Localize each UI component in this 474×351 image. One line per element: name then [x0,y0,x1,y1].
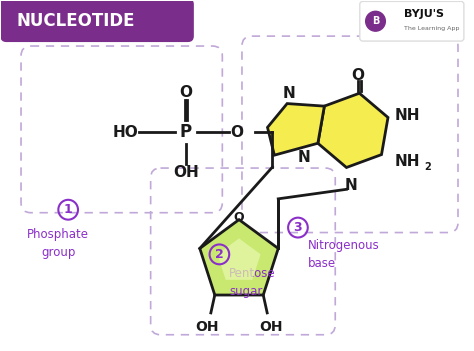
FancyBboxPatch shape [360,1,464,41]
Text: BYJU'S: BYJU'S [404,9,444,19]
Text: Phosphate
group: Phosphate group [27,227,89,259]
Text: 3: 3 [293,221,302,234]
Polygon shape [318,93,388,167]
Text: HO: HO [112,125,138,140]
Text: O: O [351,68,364,83]
Polygon shape [267,104,324,155]
Text: N: N [283,86,295,101]
Text: Nitrogenous
base: Nitrogenous base [308,239,380,271]
Text: N: N [345,178,358,193]
FancyBboxPatch shape [0,0,194,42]
Text: NUCLEOTIDE: NUCLEOTIDE [16,12,135,30]
Text: NH: NH [395,154,420,168]
Text: 1: 1 [64,203,73,216]
Text: 2: 2 [215,248,224,261]
Text: B: B [372,16,379,26]
Text: O: O [180,85,192,100]
Text: P: P [180,123,192,141]
Text: Pentose
sugar: Pentose sugar [229,267,276,298]
Text: NH: NH [395,108,420,123]
Text: OH: OH [259,320,283,334]
Text: OH: OH [195,320,219,334]
Text: O: O [234,211,244,224]
Polygon shape [218,238,261,280]
Text: 2: 2 [424,162,431,172]
Text: The Learning App: The Learning App [404,26,459,31]
Polygon shape [200,220,278,295]
Circle shape [366,11,385,31]
Text: OH: OH [173,165,199,179]
Text: N: N [298,150,310,165]
Text: O: O [230,125,244,140]
